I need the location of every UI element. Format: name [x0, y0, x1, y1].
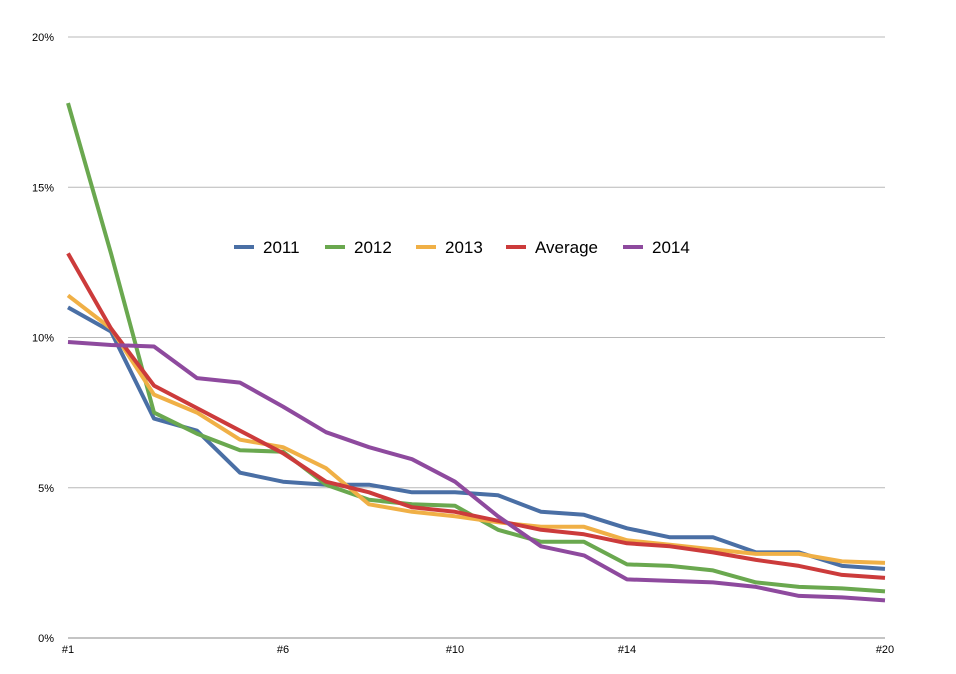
y-tick-label: 5%: [38, 483, 54, 495]
legend-label: 2012: [354, 238, 392, 257]
series-line-2014: [67, 340, 886, 603]
y-axis-tick-labels: 0% 5% 10% 15% 20%: [32, 32, 54, 645]
x-tick-label: #14: [618, 644, 636, 656]
x-tick-label: #6: [277, 644, 289, 656]
x-tick-label: #1: [62, 644, 74, 656]
y-tick-label: 10%: [32, 333, 54, 345]
series-lines: [66, 102, 886, 603]
series-line-2011: [67, 305, 886, 571]
x-tick-label: #20: [876, 644, 894, 656]
y-tick-label: 20%: [32, 32, 54, 44]
y-tick-label: 0%: [38, 633, 54, 645]
legend-item-2014: 2014: [623, 238, 690, 257]
legend-label: Average: [535, 238, 598, 257]
legend-label: 2013: [445, 238, 483, 257]
legend-item-2013: 2013: [416, 238, 483, 257]
x-tick-label: #10: [446, 644, 464, 656]
y-tick-label: 15%: [32, 182, 54, 194]
legend-item-average: Average: [506, 238, 598, 257]
legend-label: 2014: [652, 238, 690, 257]
series-line-2013: [66, 293, 886, 565]
x-axis-tick-labels: #1 #6 #10 #14 #20: [62, 644, 894, 656]
legend-label: 2011: [263, 238, 300, 257]
gridlines: [68, 36, 885, 639]
legend: 2011 2012 2013 Average 2014: [234, 238, 690, 257]
legend-item-2011: 2011: [234, 238, 300, 257]
series-line-average: [66, 252, 886, 580]
legend-item-2012: 2012: [325, 238, 392, 257]
